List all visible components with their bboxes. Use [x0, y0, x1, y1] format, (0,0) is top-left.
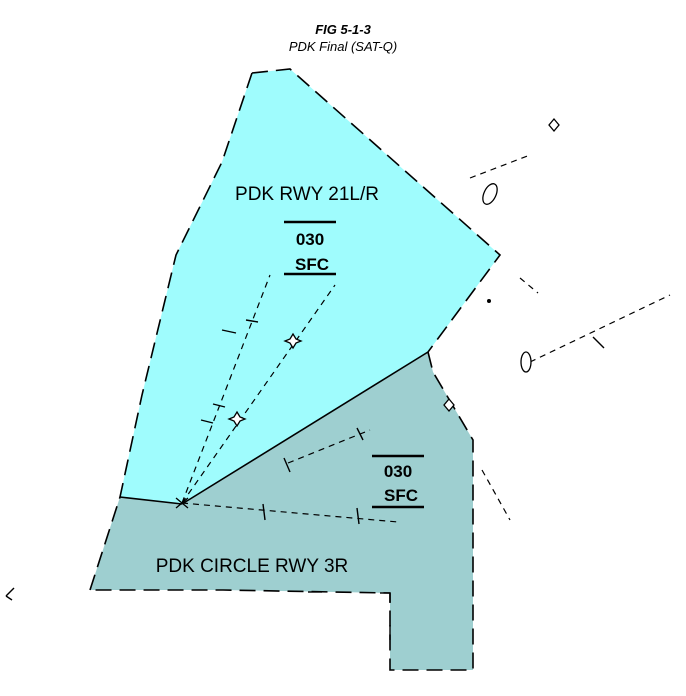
dot-marker [487, 299, 491, 303]
figure-caption: PDK Final (SAT-Q) [288, 39, 398, 54]
diamond-icon [548, 117, 560, 133]
area-circle-ceiling: 030 [384, 462, 412, 481]
area-rwy21-floor: SFC [295, 255, 329, 274]
oval-marker-icon [482, 183, 498, 205]
fix-marker [175, 497, 189, 509]
altitude-bars [284, 220, 424, 509]
area-boundaries [89, 68, 502, 671]
area-circle-floor: SFC [384, 486, 418, 505]
figure-number: FIG 5-1-3 [315, 22, 371, 37]
waypoint-star-1 [283, 332, 303, 350]
area-circle-rwy3r-polygon [90, 352, 473, 670]
course-lines [181, 154, 671, 523]
area-rwy21-ceiling: 030 [296, 230, 324, 249]
area-divider [119, 496, 183, 505]
area-rwy21-label: PDK RWY 21L/R [235, 184, 379, 205]
diamond-icon-2 [443, 397, 455, 413]
tick-marks [5, 319, 605, 640]
area-divider-ne [181, 351, 429, 505]
area-circle-label: PDK CIRCLE RWY 3R [156, 556, 349, 577]
waypoint-star-2 [227, 410, 247, 428]
figure-header: FIG 5-1-3 PDK Final (SAT-Q) [0, 22, 686, 56]
oval-marker-icon-2 [520, 351, 532, 373]
